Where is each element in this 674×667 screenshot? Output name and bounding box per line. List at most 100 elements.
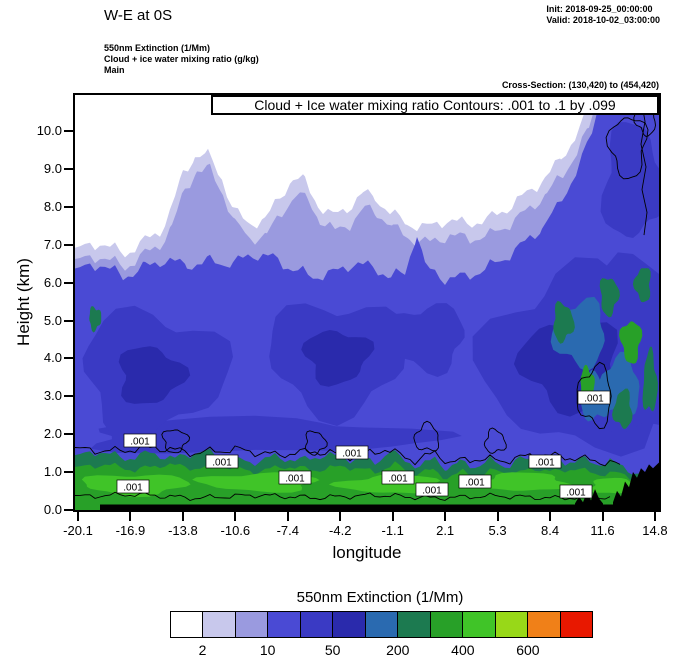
contour-label: .001: [388, 474, 408, 485]
legend-color-cell: [462, 611, 496, 638]
fill-blob: [599, 278, 620, 318]
fill-blob: [301, 330, 375, 387]
contour-label-box: [123, 433, 157, 448]
x-tick-mark: [391, 512, 394, 521]
y-tick-label: 3.0: [43, 388, 62, 404]
y-tick-label: 2.0: [43, 426, 62, 442]
legend-colorbar: [170, 611, 594, 638]
y-tick-mark: [64, 130, 73, 132]
y-tick-label: 6.0: [43, 274, 62, 290]
legend-color-cell: [494, 611, 529, 638]
x-tick-label: 8.4: [541, 523, 560, 538]
x-tick-label: -16.9: [115, 523, 146, 538]
x-tick-mark: [601, 512, 604, 521]
y-tick-mark: [64, 243, 73, 246]
x-tick-label: 2.1: [436, 523, 455, 538]
y-tick-mark: [64, 205, 73, 208]
mixing-ratio-contour-loop: [576, 361, 612, 430]
terrain-silhouette: [613, 462, 659, 510]
contour-label: .001: [130, 437, 150, 448]
legend-tick-label: 10: [259, 642, 276, 658]
extinction-field-svg: .001 .001 .001 .001 .001 .001 .001 .001 .001 .001…: [75, 95, 659, 510]
contour-label-box: [528, 454, 562, 469]
y-tick-mark: [64, 509, 73, 511]
legend-color-cell: [202, 611, 236, 638]
fill-blob: [632, 268, 651, 303]
page-title: W-E at 0S: [104, 7, 173, 24]
contour-info-box: Cloud + Ice water mixing ratio Contours:…: [211, 95, 659, 115]
contour-label-box: [278, 470, 312, 485]
contour-label: .001: [584, 394, 604, 405]
init-time-label: Init: 2018-09-25_00:00:00: [546, 4, 653, 14]
mixing-ratio-contour-loop: [413, 420, 439, 452]
y-tick-label: 0.0: [43, 502, 62, 517]
contour-label-box: [335, 445, 369, 460]
x-tick-label: 11.6: [590, 523, 615, 538]
x-tick-mark: [129, 512, 132, 521]
y-tick-mark: [64, 319, 73, 322]
y-tick-label: 9.0: [43, 160, 62, 176]
y-tick-mark: [64, 433, 73, 436]
mixing-ratio-contour-loop: [483, 427, 507, 454]
y-tick-mark: [64, 395, 73, 398]
legend-color-cell: [299, 611, 334, 638]
x-tick-mark: [549, 512, 552, 521]
y-tick-label: 10.0: [36, 123, 62, 138]
mixing-ratio-contour-line: [75, 491, 611, 501]
x-tick-label: -4.2: [329, 523, 352, 538]
boundary-layer-core-bright-green: [470, 472, 573, 491]
contour-label: .001: [212, 458, 232, 469]
contour-label-box: [577, 390, 611, 405]
y-tick-label: 4.0: [43, 350, 62, 366]
x-tick-label: -10.6: [220, 523, 251, 538]
legend-color-cell: [332, 611, 366, 638]
contour-label: .001: [566, 488, 586, 499]
x-tick-mark: [181, 512, 184, 521]
x-tick-label: 5.3: [488, 523, 507, 538]
x-tick-mark: [234, 512, 237, 521]
fill-blob: [600, 122, 659, 238]
legend-tick-label: 2: [198, 642, 207, 658]
x-tick-label: -13.8: [168, 523, 198, 538]
fill-blob: [89, 306, 102, 333]
x-axis-label: longitude: [332, 543, 402, 562]
run-times: Init: 2018-09-25_00:00:00 Valid: 2018-10…: [546, 4, 660, 26]
x-tick-mark: [444, 512, 447, 521]
variable-line-domain: Main: [104, 65, 125, 75]
legend-color-cell: [527, 611, 561, 638]
legend-color-cell: [559, 611, 594, 638]
mixing-ratio-contour-loop: [161, 429, 191, 454]
y-axis-label: Height (km): [14, 258, 33, 346]
y-tick-label: 5.0: [43, 312, 62, 328]
contour-label-box: [415, 482, 449, 497]
variable-list: 550nm Extinction (1/Mm) Cloud + ice wate…: [104, 43, 259, 76]
y-tick-label: 1.0: [43, 464, 62, 480]
legend-color-cell: [429, 611, 464, 638]
x-tick-mark: [653, 512, 656, 521]
mixing-ratio-contour-loop: [304, 430, 328, 456]
legend-color-cell: [234, 611, 269, 638]
valid-time-label: Valid: 2018-10-02_03:00:00: [546, 15, 660, 25]
contour-label: .001: [285, 474, 305, 485]
fill-blob: [642, 346, 658, 412]
legend-title: 550nm Extinction (1/Mm): [296, 589, 464, 606]
legend-tick-label: 600: [516, 642, 540, 658]
x-tick-label: -20.1: [63, 523, 93, 538]
contour-label: .001: [342, 449, 362, 460]
contour-label-box: [116, 479, 150, 494]
variable-line-mixing-ratio: Cloud + ice water mixing ratio (g/kg): [104, 54, 259, 64]
terrain-spikes: [575, 489, 603, 510]
x-tick-label: -7.4: [276, 523, 299, 538]
contour-label: .001: [422, 486, 442, 497]
contour-label: .001: [465, 478, 485, 489]
fill-blob: [619, 321, 643, 364]
fill-blob: [118, 346, 191, 404]
y-tick-label: 8.0: [43, 198, 62, 214]
y-tick-mark: [64, 167, 73, 170]
fill-blob: [386, 303, 465, 377]
mixing-ratio-contour-loop: [605, 117, 649, 180]
x-tick-mark: [286, 512, 289, 521]
legend-color-cell: [170, 611, 204, 638]
cross-section-plot: .001 .001 .001 .001 .001 .001 .001 .001 .001 .001…: [73, 93, 661, 512]
